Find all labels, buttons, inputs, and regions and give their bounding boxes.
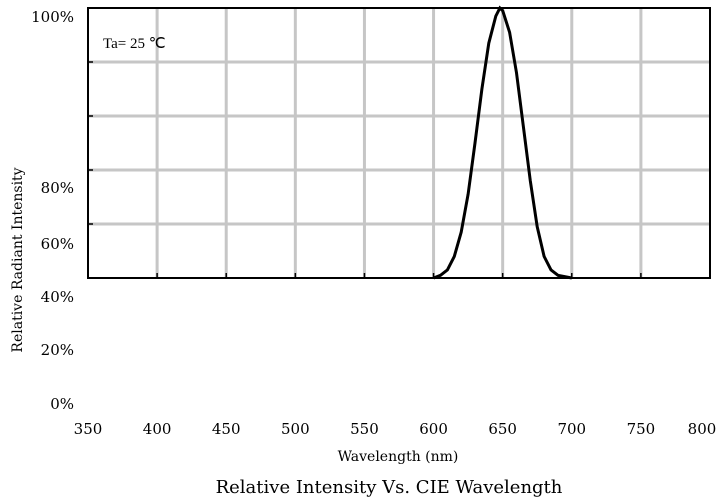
x-tick-label: 750 [627,420,656,438]
x-tick-label: 650 [488,420,517,438]
x-tick-label: 450 [212,420,241,438]
y-tick-label: 80% [41,179,74,197]
x-tick-label: 550 [350,420,379,438]
x-axis-label: Wavelength (nm) [338,449,459,465]
y-tick-label: 20% [41,341,74,359]
y-tick-label: 0% [50,395,74,413]
x-tick-label: 350 [74,420,103,438]
x-tick-label: 600 [419,420,448,438]
y-tick-label: 40% [41,288,74,306]
temperature-annotation: Ta= 25 ℃ [103,36,166,52]
x-tick-labels: 350 400 450 500 550 600 650 700 750 800 [74,420,717,438]
x-tick-label: 400 [143,420,172,438]
y-tick-label: 60% [41,235,74,253]
plot-frame [87,7,711,279]
x-tick-label: 500 [281,420,310,438]
series-line [433,5,573,280]
y-tick-labels: 100% 80% 60% 40% 20% 0% [31,8,74,413]
x-tick-label: 800 [688,420,717,438]
tick-marks [88,61,642,278]
x-tick-label: 700 [557,420,586,438]
grid [88,8,710,278]
y-tick-label: 100% [31,8,74,26]
y-axis-label: Relative Radiant Intensity [10,167,26,352]
chart-title: Relative Intensity Vs. CIE Wavelength [216,477,563,498]
